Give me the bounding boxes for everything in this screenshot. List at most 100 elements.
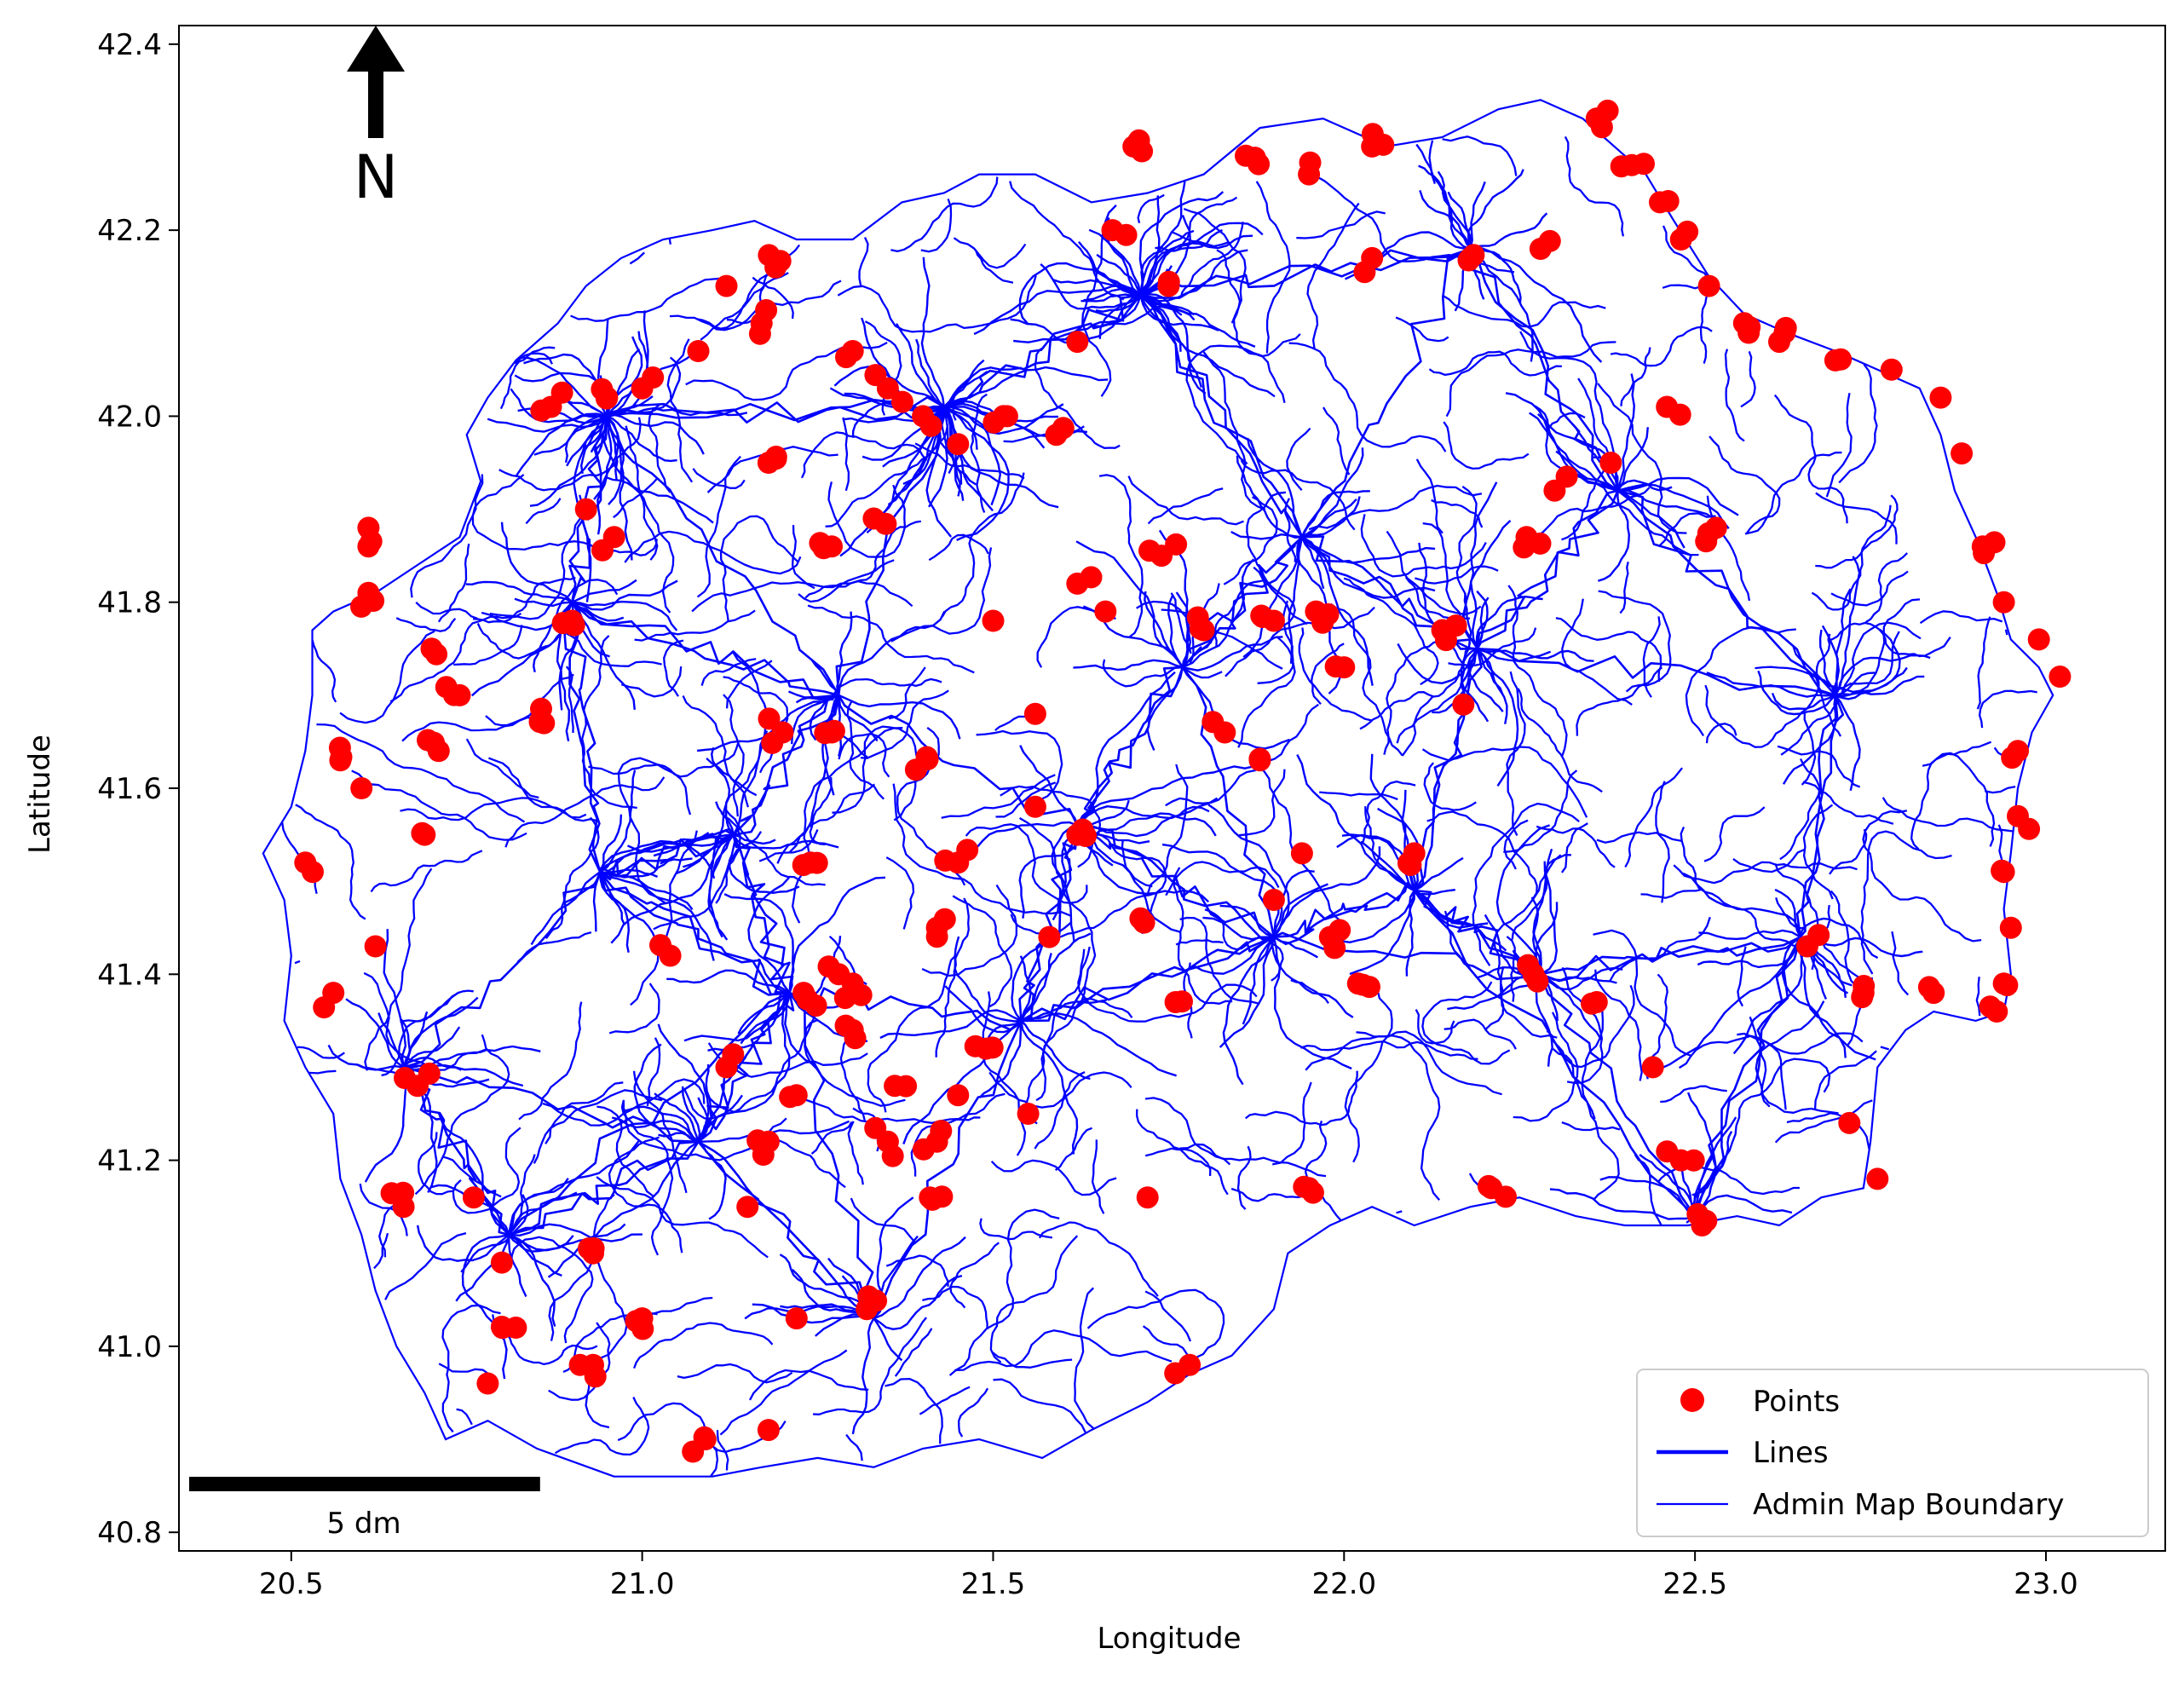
network-road bbox=[836, 611, 853, 696]
network-line bbox=[910, 1116, 981, 1177]
network-line bbox=[1703, 806, 1766, 862]
network-line bbox=[1975, 977, 1981, 1017]
network-road bbox=[915, 338, 945, 408]
network-road bbox=[1301, 536, 1436, 564]
network-line bbox=[1780, 700, 1840, 756]
network-line bbox=[1271, 1081, 1312, 1166]
network-line bbox=[807, 604, 975, 674]
network-line bbox=[525, 498, 562, 525]
point-marker bbox=[1526, 970, 1549, 993]
legend-points-label: Points bbox=[1753, 1385, 1840, 1419]
point-marker bbox=[2049, 666, 2072, 688]
point-marker bbox=[1299, 151, 1322, 174]
network-line bbox=[364, 867, 433, 1071]
network-road bbox=[838, 610, 946, 696]
point-marker bbox=[1555, 465, 1578, 488]
network-line bbox=[1225, 606, 1375, 677]
network-line bbox=[1428, 140, 1436, 184]
network-road bbox=[1076, 671, 1176, 827]
point-marker bbox=[779, 1086, 802, 1109]
network-line bbox=[2004, 629, 2008, 636]
network-road bbox=[1182, 636, 1283, 671]
network-road bbox=[1222, 936, 1275, 1086]
network-road bbox=[1617, 489, 1836, 696]
point-marker bbox=[792, 854, 815, 877]
point-marker bbox=[1880, 358, 1903, 381]
network-line bbox=[1811, 504, 1892, 611]
point-marker bbox=[313, 996, 336, 1019]
network-road bbox=[1300, 247, 1472, 538]
x-axis-label: Longitude bbox=[1097, 1622, 1241, 1656]
point-marker bbox=[1023, 702, 1046, 725]
network-road bbox=[1540, 973, 1603, 1040]
network-road bbox=[571, 579, 637, 603]
network-road bbox=[1475, 596, 1543, 649]
network-line bbox=[1362, 780, 1416, 843]
point-marker bbox=[1633, 153, 1655, 176]
network-line bbox=[1506, 671, 1526, 837]
network-line bbox=[585, 1254, 628, 1429]
network-road bbox=[1182, 629, 1219, 668]
network-road bbox=[732, 834, 791, 994]
point-marker bbox=[1991, 859, 2014, 882]
network-line bbox=[1356, 1031, 1441, 1201]
point-marker bbox=[748, 322, 771, 345]
point-marker bbox=[758, 244, 781, 267]
network-line bbox=[827, 481, 907, 558]
network-line bbox=[892, 783, 1071, 917]
network-line bbox=[1610, 326, 1713, 367]
network-line bbox=[1288, 342, 1447, 452]
point-marker bbox=[1697, 522, 1720, 545]
network-road bbox=[752, 1303, 874, 1324]
network-line bbox=[499, 346, 556, 410]
network-road bbox=[712, 833, 735, 876]
network-line bbox=[1444, 1018, 1517, 1050]
network-line bbox=[1815, 492, 1898, 545]
point-marker bbox=[1115, 223, 1138, 246]
point-marker bbox=[642, 366, 665, 389]
network-line bbox=[1691, 1058, 1831, 1196]
point-marker bbox=[1695, 1209, 1718, 1232]
network-road bbox=[1139, 294, 1303, 539]
network-road bbox=[1182, 558, 1255, 669]
point-marker bbox=[417, 729, 439, 752]
network-line bbox=[1881, 797, 2013, 833]
network-road bbox=[1413, 890, 1507, 952]
network-line bbox=[389, 612, 522, 703]
network-line bbox=[1147, 764, 1189, 894]
network-line bbox=[1415, 458, 1444, 534]
network-road bbox=[533, 415, 608, 456]
network-line bbox=[1448, 627, 1537, 667]
network-line bbox=[800, 431, 928, 479]
network-road bbox=[1686, 1092, 1718, 1217]
network-line bbox=[1775, 897, 1807, 930]
point-marker bbox=[764, 446, 787, 468]
network-road bbox=[1273, 885, 1415, 938]
network-line bbox=[373, 1232, 389, 1270]
network-line bbox=[620, 666, 683, 698]
point-marker bbox=[919, 414, 942, 437]
point-marker bbox=[834, 1014, 857, 1037]
network-line bbox=[1019, 817, 1097, 1011]
network-line bbox=[1740, 351, 1756, 408]
network-line bbox=[605, 476, 675, 614]
point-marker bbox=[931, 1185, 954, 1208]
network-road bbox=[1617, 476, 1739, 516]
network-line bbox=[588, 741, 740, 778]
point-marker bbox=[2027, 628, 2050, 651]
network-road bbox=[1477, 648, 1836, 697]
network-road bbox=[606, 416, 840, 696]
network-road bbox=[873, 1236, 966, 1320]
point-marker bbox=[1071, 818, 1094, 841]
network-line bbox=[384, 1231, 467, 1300]
network-road bbox=[1376, 807, 1421, 891]
network-road bbox=[1138, 191, 1225, 296]
x-axis: 20.5 21.0 21.5 22.0 22.5 23.0 bbox=[259, 1551, 2078, 1601]
network-line bbox=[452, 1127, 522, 1214]
network-road bbox=[879, 1009, 1022, 1040]
network-line bbox=[633, 1322, 774, 1369]
network-line bbox=[1087, 805, 1210, 844]
network-line bbox=[1919, 610, 2003, 625]
network-road bbox=[744, 1305, 875, 1320]
network-line bbox=[646, 1037, 661, 1107]
